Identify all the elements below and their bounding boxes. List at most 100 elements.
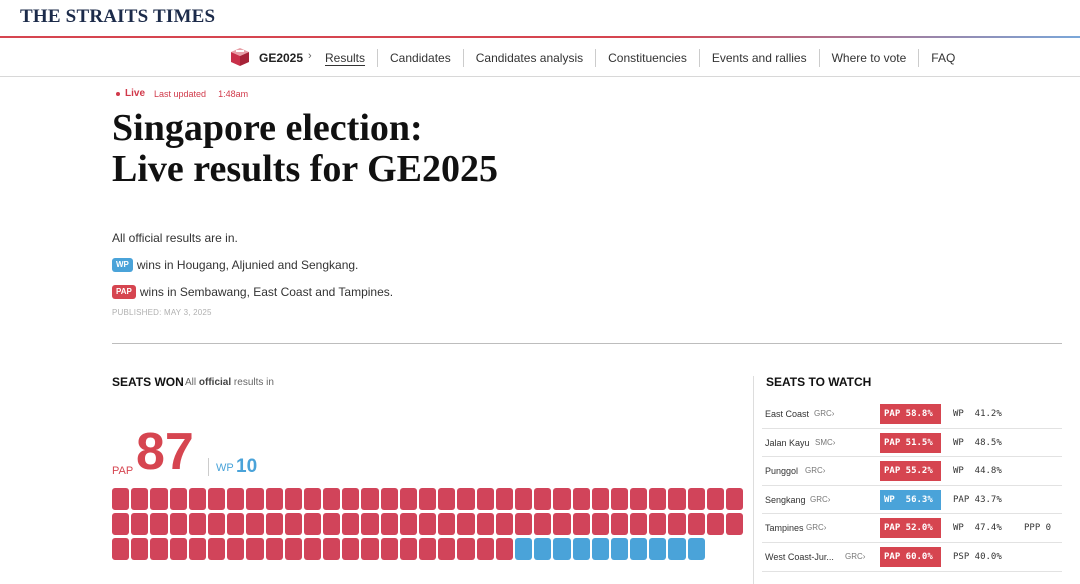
masthead-rule	[0, 36, 1080, 38]
site-logo[interactable]: THE STRAITS TIMES	[20, 6, 216, 27]
winner-result-badge: PAP 55.2%	[880, 461, 941, 482]
nav-item-where-to-vote[interactable]: Where to vote	[820, 49, 920, 67]
constituency-type-link[interactable]: GRC›	[805, 466, 826, 476]
seat-pap	[323, 488, 341, 510]
seat-pap	[572, 513, 590, 535]
seat-wp	[668, 538, 686, 560]
seat-grid	[112, 488, 744, 560]
seat-pap	[399, 488, 417, 510]
ballot-box-icon	[231, 48, 249, 66]
watch-row[interactable]: Tampines GRC› PAP 52.0% WP 47.4% PPP 0	[762, 514, 1062, 543]
constituency-name[interactable]: Tampines	[765, 523, 804, 534]
seat-wp	[591, 538, 609, 560]
section-divider	[112, 343, 1062, 344]
note-prefix: All	[185, 377, 197, 388]
nav-item-faq[interactable]: FAQ	[931, 51, 956, 65]
seats-won-note: All official results in	[185, 377, 274, 388]
seat-pap	[303, 513, 322, 535]
note-bold: official	[198, 377, 232, 388]
nav-item-events-and-rallies[interactable]: Events and rallies	[700, 49, 820, 67]
seat-pap	[514, 488, 533, 510]
summary-text: wins in Hougang, Aljunied and Sengkang.	[136, 257, 359, 272]
seat-pap	[361, 513, 379, 535]
seat-wp	[534, 538, 552, 560]
pap-seat-count: 87	[136, 423, 194, 481]
constituency-type-link[interactable]: GRC›	[806, 523, 827, 533]
seat-pap	[169, 488, 187, 510]
watch-row[interactable]: East Coast GRC› PAP 58.8% WP 41.2%	[762, 400, 1062, 429]
watch-row[interactable]: Sengkang GRC› WP 56.3% PAP 43.7%	[762, 486, 1062, 515]
summary-line: WP wins in Hougang, Aljunied and Sengkang…	[112, 251, 393, 278]
seat-pap	[112, 488, 130, 510]
seat-pap	[726, 513, 744, 535]
seat-wp	[572, 538, 590, 560]
seat-wp	[649, 538, 667, 560]
last-updated-label: Last updated	[154, 88, 207, 99]
constituency-type-link[interactable]: GRC›	[810, 494, 831, 504]
wp-badge: WP	[112, 257, 133, 272]
seat-pap	[380, 513, 398, 535]
seat-pap	[687, 488, 705, 510]
live-label: Live	[125, 88, 146, 99]
nav-brand-ge2025[interactable]: GE2025	[259, 51, 304, 65]
seat-pap	[572, 488, 590, 510]
seat-pap	[284, 538, 302, 560]
constituency-name[interactable]: Jalan Kayu	[765, 437, 810, 448]
nav-item-candidates[interactable]: Candidates	[378, 49, 464, 67]
nav-item-constituencies[interactable]: Constituencies	[596, 49, 700, 67]
seat-pap	[438, 538, 456, 560]
constituency-type-link[interactable]: GRC›	[845, 551, 866, 561]
seat-pap	[265, 513, 283, 535]
seat-wp	[610, 538, 629, 560]
seat-pap	[361, 488, 379, 510]
third-party-result: PPP 0	[1024, 523, 1052, 534]
seat-wp	[514, 538, 533, 560]
published-date: PUBLISHED: MAY 3, 2025	[112, 308, 212, 317]
constituency-type-link[interactable]: SMC›	[815, 437, 836, 447]
watch-row[interactable]: Jalan Kayu SMC› PAP 51.5% WP 48.5%	[762, 429, 1062, 458]
nav-items: Results Candidates Candidates analysis Cons…	[313, 49, 967, 67]
seat-pap	[419, 538, 437, 560]
seat-pap	[227, 488, 245, 510]
seat-pap	[131, 488, 149, 510]
runner-up-result: WP 48.5%	[953, 437, 1002, 448]
seat-pap	[591, 488, 609, 510]
seat-wp	[687, 538, 705, 560]
seat-pap	[553, 488, 571, 510]
runner-up-result: WP 47.4%	[953, 523, 1002, 534]
seat-pap	[188, 513, 206, 535]
watch-row[interactable]: West Coast-Jur... GRC› PAP 60.0% PSP 40.0%	[762, 543, 1062, 572]
seat-pap	[438, 488, 456, 510]
runner-up-result: PSP 40.0%	[953, 551, 1002, 562]
seat-pap	[207, 488, 226, 510]
summary-line: PAP wins in Sembawang, East Coast and Tam…	[112, 278, 393, 305]
seat-pap	[169, 538, 187, 560]
nav-item-candidates-analysis[interactable]: Candidates analysis	[464, 49, 597, 67]
seat-pap	[534, 488, 552, 510]
wp-seat-label: WP	[216, 462, 234, 474]
seat-pap	[284, 513, 302, 535]
winner-result-badge: PAP 58.8%	[880, 404, 941, 424]
seat-pap	[476, 513, 494, 535]
constituency-name[interactable]: Punggol	[765, 466, 799, 477]
seat-pap	[380, 488, 398, 510]
constituency-type-link[interactable]: GRC›	[814, 409, 835, 418]
constituency-name[interactable]: East Coast	[765, 409, 810, 419]
seat-pap	[438, 513, 456, 535]
constituency-name[interactable]: West Coast-Jur...	[765, 551, 834, 562]
nav-item-results[interactable]: Results	[313, 49, 379, 67]
seats-won-title: SEATS WON	[112, 375, 184, 389]
seat-pap	[342, 538, 360, 560]
seat-pap	[419, 513, 437, 535]
seat-pap	[591, 513, 609, 535]
seat-pap	[112, 538, 130, 560]
seat-pap	[342, 488, 360, 510]
column-divider	[753, 376, 754, 584]
watch-row[interactable]: Punggol GRC› PAP 55.2% WP 44.8%	[762, 457, 1062, 486]
constituency-name[interactable]: Sengkang	[765, 494, 806, 505]
seat-pap	[495, 538, 513, 560]
seat-pap	[131, 513, 149, 535]
seat-pap	[380, 538, 398, 560]
seat-pap	[630, 488, 648, 510]
pap-seat-label: PAP	[112, 465, 134, 477]
